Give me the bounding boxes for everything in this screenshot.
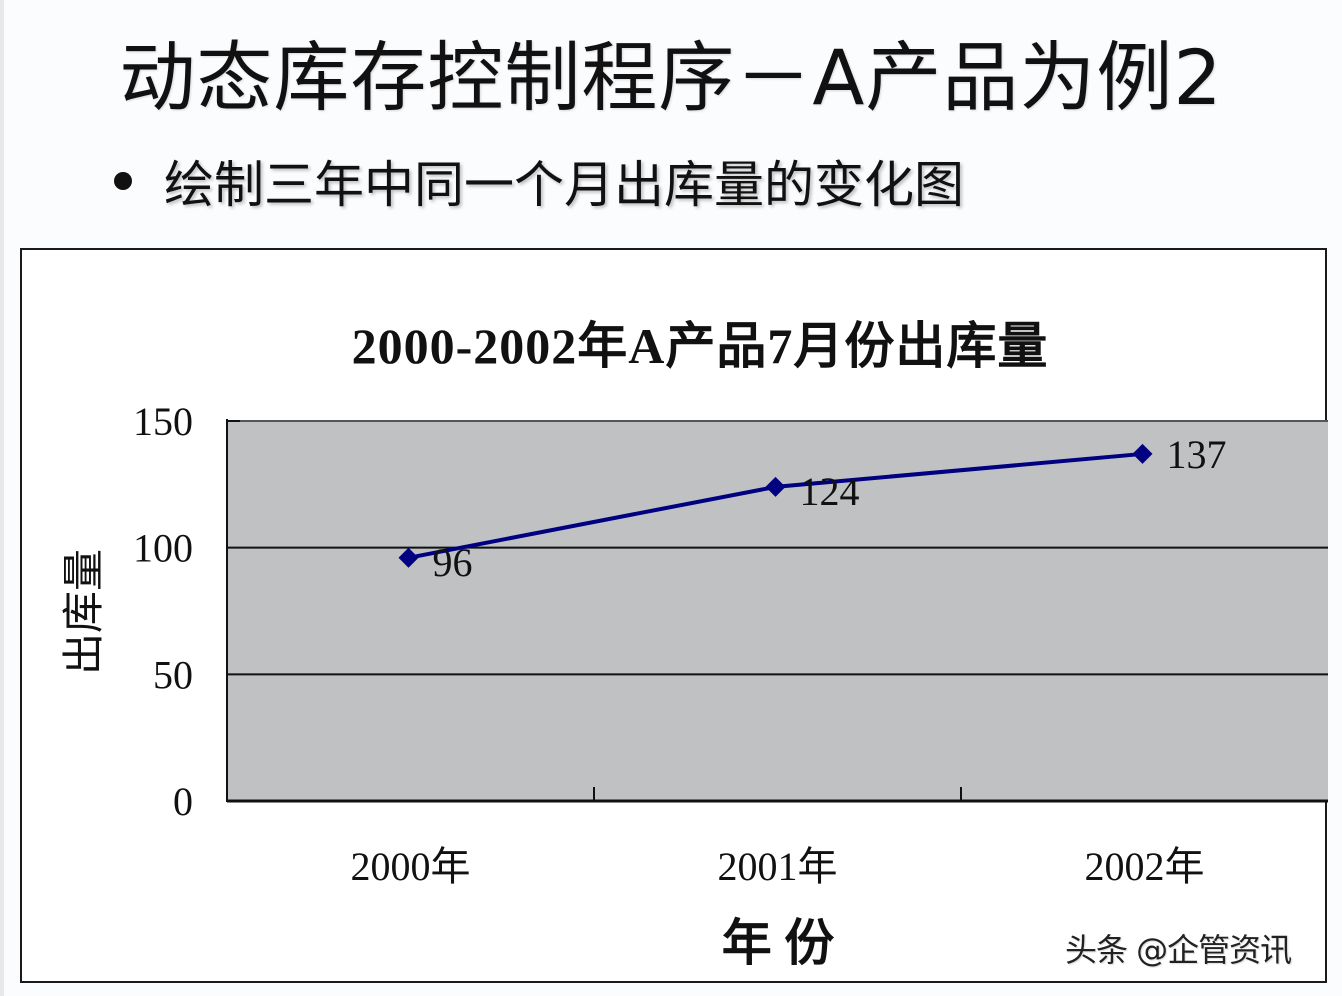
data-label: 137: [1167, 432, 1227, 477]
x-axis-title: 年 份: [722, 915, 835, 971]
plot-area: [227, 421, 1328, 801]
bullet-point: 绘制三年中同一个月出库量的变化图: [108, 148, 964, 214]
y-tick-label: 100: [133, 526, 193, 571]
x-axis-ticks: [593, 787, 962, 801]
x-axis-tick-labels: 2000年 2001年 2002年: [351, 844, 1205, 889]
x-tick-label: 2000年: [351, 844, 471, 889]
slide-title: 动态库存控制程序－A产品为例2: [119, 33, 1223, 122]
y-tick-label: 50: [153, 652, 193, 697]
diamond-marker-icon: [398, 547, 419, 568]
bullet-icon: [114, 172, 132, 190]
x-tick-label: 2002年: [1085, 844, 1205, 889]
gridlines: [227, 546, 1328, 676]
diamond-marker-icon: [765, 476, 786, 497]
data-label: 124: [800, 469, 860, 514]
watermark: 头条 @企管资讯: [1065, 931, 1292, 969]
slide-left-edge: [0, 0, 4, 996]
chart-title: 2000-2002年A产品7月份出库量: [351, 318, 1049, 374]
x-tick-label: 2001年: [718, 844, 838, 889]
data-label: 96: [433, 540, 473, 585]
y-axis-title: 出库量: [62, 549, 108, 675]
diamond-marker-icon: [1132, 443, 1153, 464]
y-axis-tick-labels: 0 50 100 150: [133, 399, 193, 824]
bullet-text: 绘制三年中同一个月出库量的变化图: [164, 156, 964, 214]
series-markers: [398, 443, 1153, 568]
data-labels: 96 124 137: [433, 432, 1227, 585]
y-tick-label: 150: [133, 399, 193, 444]
y-tick-label: 0: [173, 779, 193, 824]
